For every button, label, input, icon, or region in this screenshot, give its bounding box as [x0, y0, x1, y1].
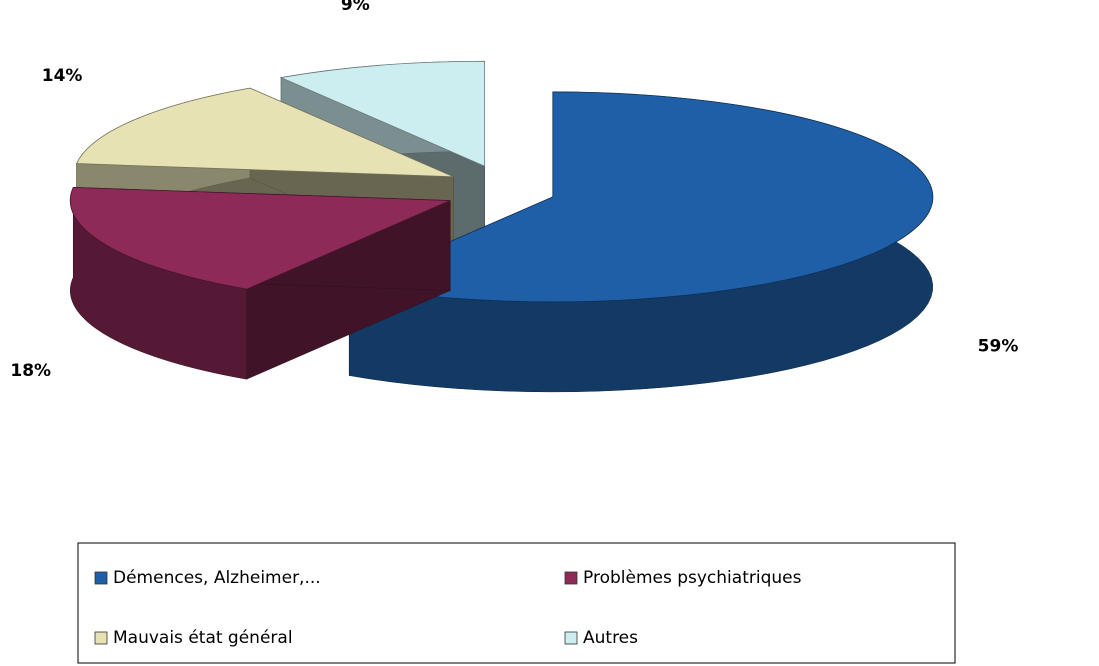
legend-label: Démences, Alzheimer,...: [113, 568, 321, 588]
data-label: 14%: [42, 66, 83, 86]
slice-top: [75, 87, 454, 178]
legend-label: Autres: [583, 628, 638, 648]
data-label: 18%: [10, 361, 51, 381]
legend-box: [77, 542, 956, 664]
legend-swatch: [94, 631, 108, 645]
slice: [69, 186, 451, 380]
legend-label: Problèmes psychiatriques: [583, 568, 802, 588]
slice: [347, 91, 934, 393]
data-label: 59%: [978, 336, 1019, 356]
slice-top: [347, 91, 934, 303]
legend-swatch: [564, 571, 578, 585]
legend-swatch: [94, 571, 108, 585]
data-label: 9%: [341, 0, 370, 15]
legend-label: Mauvais état général: [113, 628, 293, 648]
legend-swatch: [564, 631, 578, 645]
slice-top: [279, 60, 486, 167]
slice-top: [69, 186, 451, 290]
